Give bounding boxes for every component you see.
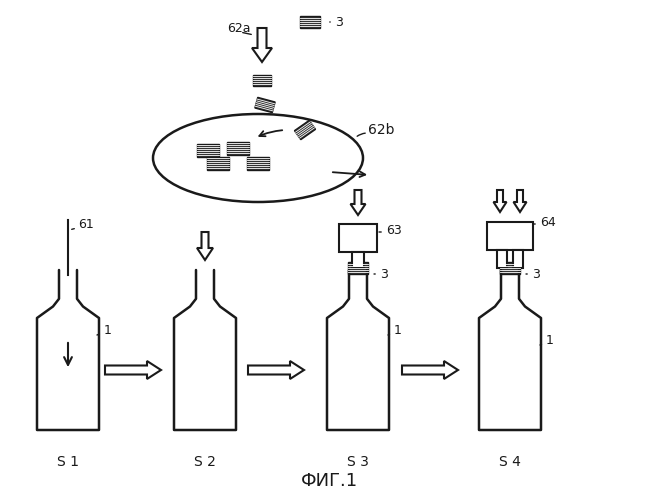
Text: S 2: S 2 [194, 455, 216, 469]
Text: S 4: S 4 [499, 455, 521, 469]
Bar [497, 250, 507, 268]
Text: S 1: S 1 [57, 455, 79, 469]
Text: 3: 3 [532, 268, 540, 280]
Polygon shape [351, 190, 366, 215]
Bar [295, 120, 316, 140]
Bar [247, 156, 269, 170]
Text: 62b: 62b [368, 123, 395, 137]
Text: 62a: 62a [227, 22, 250, 35]
Polygon shape [252, 28, 272, 62]
Text: S 3: S 3 [347, 455, 369, 469]
Text: 63: 63 [386, 224, 402, 236]
Bar [500, 262, 520, 274]
Text: 3: 3 [335, 16, 343, 28]
Polygon shape [105, 361, 161, 379]
Text: 64: 64 [540, 216, 556, 228]
Bar [207, 156, 229, 170]
Text: 1: 1 [394, 324, 402, 336]
Polygon shape [513, 190, 527, 212]
Text: ФИГ.1: ФИГ.1 [301, 472, 358, 490]
Bar [300, 16, 320, 28]
Bar [487, 222, 533, 250]
Text: 1: 1 [546, 334, 554, 346]
Polygon shape [402, 361, 458, 379]
Bar [253, 74, 271, 86]
Bar [255, 98, 275, 112]
Text: 3: 3 [380, 268, 388, 280]
Bar [513, 250, 523, 268]
Polygon shape [197, 232, 213, 260]
Bar [348, 262, 368, 274]
Polygon shape [248, 361, 304, 379]
Text: 61: 61 [78, 218, 94, 232]
Bar [227, 142, 249, 154]
Text: 1: 1 [104, 324, 112, 336]
Bar [339, 224, 377, 252]
Bar [197, 144, 219, 156]
Bar [352, 252, 364, 268]
Polygon shape [494, 190, 507, 212]
